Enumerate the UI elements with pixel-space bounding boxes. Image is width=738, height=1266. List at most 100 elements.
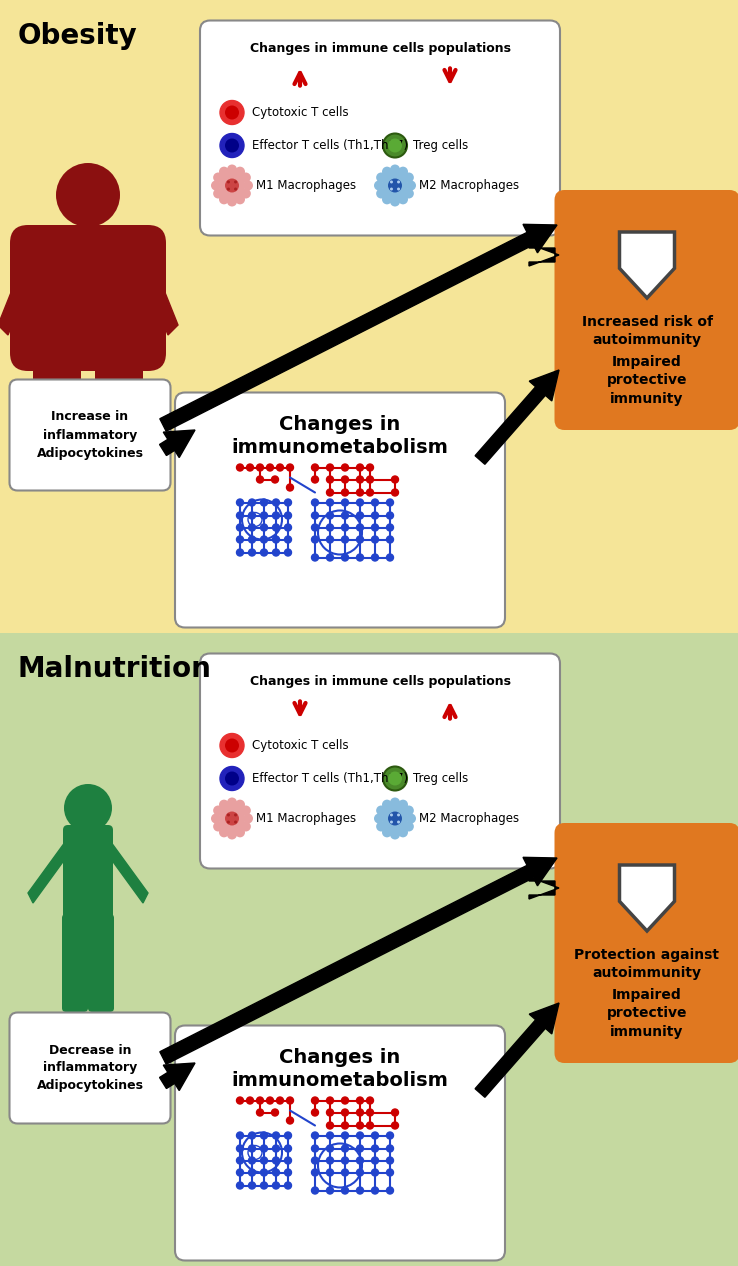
Circle shape [311, 1157, 319, 1163]
Polygon shape [619, 232, 675, 298]
Circle shape [382, 167, 392, 177]
Circle shape [272, 476, 278, 484]
Circle shape [285, 549, 292, 556]
Circle shape [241, 189, 251, 199]
Circle shape [397, 814, 400, 817]
Circle shape [387, 536, 393, 543]
Circle shape [342, 555, 348, 561]
Circle shape [249, 511, 255, 519]
Circle shape [227, 165, 237, 175]
Circle shape [356, 1169, 364, 1176]
Circle shape [272, 1169, 280, 1176]
Circle shape [342, 536, 348, 543]
Circle shape [219, 828, 229, 837]
Circle shape [261, 1132, 267, 1139]
Circle shape [272, 549, 280, 556]
Circle shape [220, 133, 244, 157]
Circle shape [261, 1182, 267, 1189]
Circle shape [326, 476, 334, 484]
Text: Impaired
protective
immunity: Impaired protective immunity [607, 987, 687, 1039]
Circle shape [272, 524, 280, 530]
Circle shape [311, 1169, 319, 1176]
Circle shape [326, 489, 334, 496]
Circle shape [311, 499, 319, 506]
Text: Obesity: Obesity [18, 22, 138, 49]
Circle shape [382, 195, 392, 204]
Circle shape [272, 536, 280, 543]
Circle shape [213, 805, 223, 815]
Text: M2 Macrophages: M2 Macrophages [419, 812, 519, 825]
Text: M1 Macrophages: M1 Macrophages [256, 179, 356, 192]
FancyArrow shape [475, 370, 559, 465]
Circle shape [342, 465, 348, 471]
FancyBboxPatch shape [95, 346, 143, 454]
Circle shape [277, 1098, 283, 1104]
Circle shape [235, 828, 245, 837]
Circle shape [257, 1109, 263, 1117]
Text: Treg cells: Treg cells [413, 139, 468, 152]
Circle shape [390, 187, 393, 191]
Circle shape [241, 822, 251, 832]
Circle shape [249, 1182, 255, 1189]
Circle shape [236, 549, 244, 556]
Circle shape [326, 511, 334, 519]
Circle shape [342, 511, 348, 519]
Circle shape [398, 167, 408, 177]
Circle shape [261, 1169, 267, 1176]
Text: immunometabolism: immunometabolism [232, 438, 449, 457]
Text: Protection against
autoimmunity: Protection against autoimmunity [574, 948, 720, 980]
Circle shape [342, 1169, 348, 1176]
Circle shape [404, 822, 414, 832]
Circle shape [243, 181, 253, 190]
Circle shape [390, 814, 393, 817]
Circle shape [387, 499, 393, 506]
Circle shape [236, 1098, 244, 1104]
Circle shape [285, 1157, 292, 1163]
Circle shape [391, 1109, 399, 1117]
Circle shape [376, 189, 386, 199]
Text: Changes in: Changes in [280, 415, 401, 434]
Circle shape [227, 820, 230, 824]
Circle shape [257, 1098, 263, 1104]
Circle shape [311, 524, 319, 530]
Text: Increase in
inflammatory
Adipocytokines: Increase in inflammatory Adipocytokines [36, 410, 143, 460]
Circle shape [382, 805, 408, 832]
Circle shape [261, 524, 267, 530]
Circle shape [241, 805, 251, 815]
FancyBboxPatch shape [10, 380, 170, 490]
Circle shape [311, 476, 319, 484]
Circle shape [404, 805, 414, 815]
Circle shape [211, 814, 221, 823]
Circle shape [326, 1157, 334, 1163]
Circle shape [404, 189, 414, 199]
Circle shape [382, 800, 392, 810]
Circle shape [406, 181, 416, 190]
Circle shape [249, 1132, 255, 1139]
Circle shape [236, 524, 244, 530]
Circle shape [211, 181, 221, 190]
Circle shape [326, 555, 334, 561]
Circle shape [225, 105, 239, 119]
Circle shape [356, 465, 364, 471]
Text: immunometabolism: immunometabolism [232, 1071, 449, 1090]
Text: Cytotoxic T cells: Cytotoxic T cells [252, 106, 348, 119]
Circle shape [387, 1169, 393, 1176]
Circle shape [397, 820, 400, 824]
Circle shape [234, 181, 237, 184]
Circle shape [367, 489, 373, 496]
Circle shape [356, 499, 364, 506]
Circle shape [397, 181, 400, 184]
Circle shape [64, 784, 112, 832]
Circle shape [371, 1132, 379, 1139]
FancyBboxPatch shape [63, 825, 113, 925]
FancyBboxPatch shape [175, 1025, 505, 1261]
Circle shape [311, 511, 319, 519]
Circle shape [388, 812, 402, 825]
Circle shape [391, 1122, 399, 1129]
Circle shape [227, 798, 237, 808]
Circle shape [236, 1144, 244, 1152]
Circle shape [257, 465, 263, 471]
Circle shape [311, 1188, 319, 1194]
Text: Changes in immune cells populations: Changes in immune cells populations [249, 675, 511, 687]
Circle shape [285, 524, 292, 530]
